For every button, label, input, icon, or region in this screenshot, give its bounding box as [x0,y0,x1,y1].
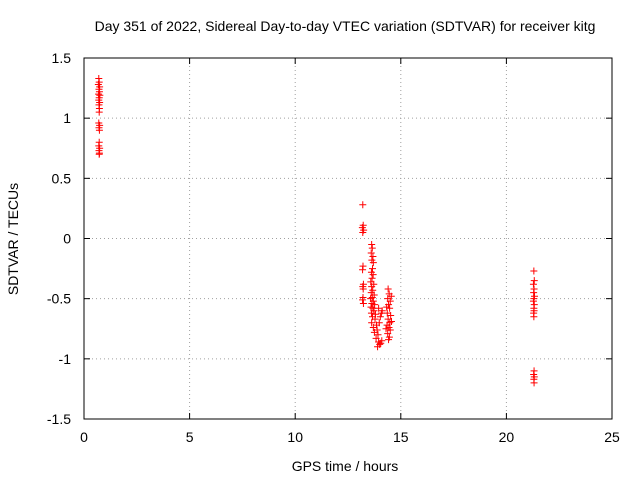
data-point [95,108,103,116]
data-point [374,331,382,339]
data-point [369,324,377,332]
data-point [368,319,376,327]
x-tick-label: 10 [287,429,303,445]
data-point [529,297,537,305]
data-point [530,313,538,321]
x-tick-label: 0 [80,429,88,445]
data-point [530,289,538,297]
data-point [529,280,537,288]
y-axis-label: SDTVAR / TECUs [5,183,21,295]
data-point [359,285,367,293]
data-point [376,313,384,321]
data-point [95,126,103,134]
data-point [385,336,393,344]
data-point [369,259,377,267]
data-point [371,315,379,323]
data-point [383,303,391,311]
data-point [386,304,394,312]
data-point [367,249,375,257]
chart-title: Day 351 of 2022, Sidereal Day-to-day VTE… [95,18,596,34]
x-tick-labels: 0 5 10 15 20 25 [80,429,620,445]
data-point [384,285,392,293]
data-point [386,297,394,305]
data-point [359,201,367,209]
data-point [372,334,380,342]
data-point [378,307,386,315]
data-point [369,271,377,279]
data-point [386,326,394,334]
data-point [384,330,392,338]
y-tick-label: 0 [63,231,71,247]
data-point [369,253,377,261]
data-point [378,337,386,345]
data-point [375,319,383,327]
data-point [388,318,396,326]
data-point [370,328,378,336]
data-point [359,296,367,304]
data-point [368,293,376,301]
data-point [530,267,538,275]
y-tick-label: -0.5 [47,291,71,307]
x-tick-label: 20 [499,429,515,445]
data-point [530,277,538,285]
data-point [530,379,538,387]
x-tick-label: 25 [604,429,620,445]
y-tick-label: 0.5 [52,170,72,186]
y-tick-label: 1 [63,110,71,126]
x-tick-label: 5 [186,429,194,445]
grid-lines [84,58,612,419]
data-point [387,292,395,300]
data-point [359,228,367,236]
x-tick-label: 15 [393,429,409,445]
data-point [368,274,376,282]
axis-ticks [83,57,613,420]
data-point [368,244,376,252]
data-point [359,266,367,274]
y-tick-label: -1 [59,351,72,367]
data-point [368,241,376,249]
y-tick-label: 1.5 [52,50,72,66]
data-point [95,90,103,98]
y-tick-label: -1.5 [47,411,71,427]
data-point [382,325,390,333]
x-axis-label: GPS time / hours [292,458,399,474]
data-point [95,150,103,158]
data-point [374,343,382,351]
y-tick-labels: -1.5 -1 -0.5 0 0.5 1 1.5 [47,50,71,427]
data-point [367,309,375,317]
data-point [375,304,383,312]
data-point [359,299,367,307]
data-point [368,265,376,273]
data-points [94,74,538,387]
data-point [368,283,376,291]
data-point [371,301,379,309]
data-point [387,312,395,320]
